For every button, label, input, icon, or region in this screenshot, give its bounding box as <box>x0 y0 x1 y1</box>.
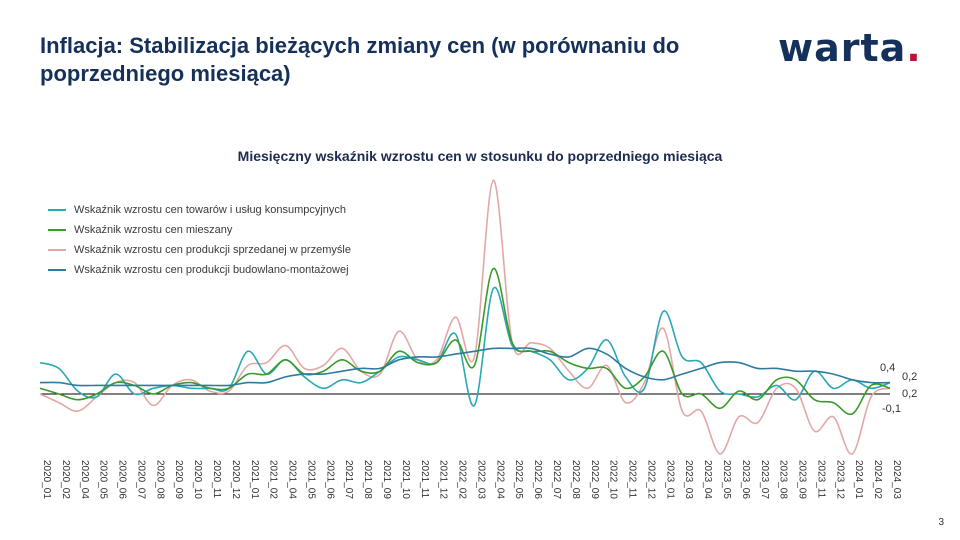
x-tick-label: 2020_10 <box>192 460 203 499</box>
x-tick-label: 2022_10 <box>608 460 619 499</box>
x-tick-label: 2020_08 <box>154 460 165 499</box>
chart-legend: Wskaźnik wzrostu cen towarów i usług kon… <box>48 200 351 280</box>
series-line-0 <box>39 286 891 407</box>
series-line-2 <box>39 179 891 455</box>
series-line-1 <box>39 267 891 416</box>
legend-item: Wskaźnik wzrostu cen produkcji sprzedane… <box>48 240 351 260</box>
x-tick-label: 2023_11 <box>815 460 826 499</box>
page-number: 3 <box>938 517 944 528</box>
x-tick-label: 2020_12 <box>230 460 241 499</box>
warta-logo: warta. <box>778 26 922 70</box>
end-value-label: 0,2 <box>902 388 917 400</box>
x-tick-label: 2021_11 <box>419 460 430 499</box>
end-value-label: -0,1 <box>882 403 901 415</box>
x-tick-label: 2023_07 <box>759 460 770 499</box>
legend-item: Wskaźnik wzrostu cen mieszany <box>48 220 351 240</box>
x-tick-label: 2022_05 <box>513 460 524 499</box>
x-tick-label: 2020_05 <box>98 460 109 499</box>
x-tick-label: 2022_06 <box>532 460 543 499</box>
x-tick-label: 2021_08 <box>362 460 373 499</box>
x-tick-label: 2022_02 <box>457 460 468 499</box>
x-tick-label: 2023_12 <box>834 460 845 499</box>
x-tick-label: 2021_10 <box>400 460 411 499</box>
x-tick-label: 2021_06 <box>324 460 335 499</box>
x-tick-label: 2024_03 <box>891 460 902 499</box>
logo-text: warta <box>778 26 907 70</box>
legend-label-consumer: Wskaźnik wzrostu cen towarów i usług kon… <box>74 204 347 216</box>
x-tick-label: 2023_04 <box>702 460 713 499</box>
x-tick-label: 2024_01 <box>853 460 864 499</box>
end-value-label: 0,2 <box>902 371 917 383</box>
legend-label-industrial: Wskaźnik wzrostu cen produkcji sprzedane… <box>74 244 351 256</box>
x-tick-label: 2021_01 <box>249 460 260 499</box>
logo-dot: . <box>906 26 922 70</box>
x-tick-label: 2021_12 <box>438 460 449 499</box>
x-tick-label: 2020_09 <box>173 460 184 499</box>
x-tick-label: 2020_01 <box>41 460 52 499</box>
x-tick-label: 2022_11 <box>627 460 638 499</box>
x-tick-label: 2021_02 <box>268 460 279 499</box>
x-tick-label: 2023_05 <box>721 460 732 499</box>
x-tick-label: 2023_06 <box>740 460 751 499</box>
x-tick-label: 2022_03 <box>475 460 486 499</box>
x-tick-label: 2022_08 <box>570 460 581 499</box>
x-tick-label: 2020_02 <box>60 460 71 499</box>
x-tick-label: 2023_01 <box>664 460 675 499</box>
legend-swatch-industrial <box>48 249 66 251</box>
chart-title: Miesięczny wskaźnik wzrostu cen w stosun… <box>237 148 723 164</box>
x-tick-label: 2022_12 <box>645 460 656 499</box>
legend-swatch-mixed <box>48 229 66 231</box>
page-title: Inflacja: Stabilizacja bieżących zmiany … <box>40 33 680 86</box>
x-tick-label: 2024_02 <box>872 460 883 499</box>
x-tick-label: 2021_04 <box>287 460 298 499</box>
legend-item: Wskaźnik wzrostu cen towarów i usług kon… <box>48 200 351 220</box>
x-tick-label: 2020_06 <box>117 460 128 499</box>
legend-label-mixed: Wskaźnik wzrostu cen mieszany <box>74 224 233 236</box>
x-tick-label: 2021_09 <box>381 460 392 499</box>
end-value-label: 0,4 <box>880 362 895 374</box>
x-tick-label: 2020_07 <box>135 460 146 499</box>
x-tick-label: 2022_09 <box>589 460 600 499</box>
x-tick-label: 2021_05 <box>305 460 316 499</box>
legend-item: Wskaźnik wzrostu cen produkcji budowlano… <box>48 260 351 280</box>
x-tick-label: 2020_04 <box>79 460 90 499</box>
x-tick-label: 2023_08 <box>778 460 789 499</box>
legend-swatch-construction <box>48 269 66 271</box>
x-tick-label: 2022_07 <box>551 460 562 499</box>
legend-label-construction: Wskaźnik wzrostu cen produkcji budowlano… <box>74 264 349 276</box>
x-tick-label: 2021_07 <box>343 460 354 499</box>
x-tick-label: 2022_04 <box>494 460 505 499</box>
series-line-3 <box>39 347 891 387</box>
x-tick-label: 2020_11 <box>211 460 222 499</box>
x-tick-label: 2023_09 <box>797 460 808 499</box>
x-tick-label: 2023_03 <box>683 460 694 499</box>
legend-swatch-consumer <box>48 209 66 211</box>
